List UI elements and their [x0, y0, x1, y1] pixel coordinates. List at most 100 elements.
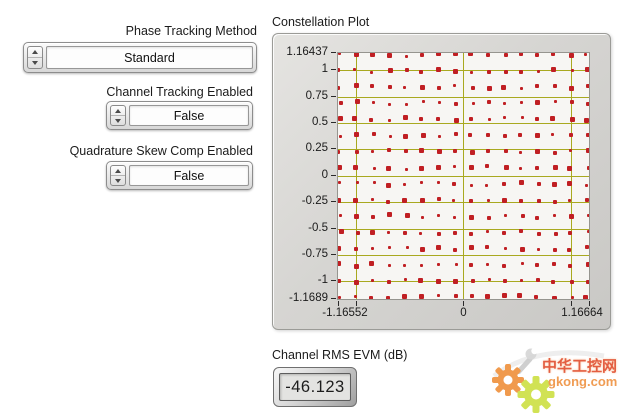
constellation-point: [372, 181, 376, 185]
constellation-point: [368, 261, 374, 267]
constellation-point: [552, 262, 557, 267]
constellation-point: [567, 166, 573, 172]
constellation-point: [536, 199, 541, 204]
constellation-point: [535, 148, 541, 154]
constellation-point: [418, 293, 424, 299]
constellation-point: [503, 116, 507, 120]
phase-tracking-method-value[interactable]: Standard: [46, 46, 253, 69]
increment-button[interactable]: [111, 106, 125, 116]
constellation-point: [354, 99, 360, 105]
constellation-point: [436, 86, 441, 91]
constellation-point: [436, 278, 442, 284]
constellation-point: [503, 246, 507, 250]
constellation-point: [371, 279, 375, 283]
channel-tracking-enabled-value[interactable]: False: [129, 105, 249, 126]
constellation-point: [520, 246, 525, 252]
constellation-point: [353, 197, 359, 203]
constellation-point: [388, 85, 393, 90]
constellation-point: [585, 132, 589, 137]
constellation-point: [403, 264, 406, 268]
constellation-point: [452, 68, 458, 74]
constellation-point: [518, 69, 523, 74]
constellation-point: [567, 248, 572, 253]
constellation-point: [552, 83, 557, 88]
constellation-point: [354, 246, 359, 251]
constellation-point: [552, 164, 558, 170]
constellation-point: [402, 183, 406, 186]
constellation-point: [437, 263, 441, 267]
phase-tracking-method-control[interactable]: Standard: [23, 42, 257, 73]
constellation-point: [338, 229, 344, 235]
constellation-point: [501, 182, 506, 187]
constellation-point: [453, 293, 458, 298]
constellation-point: [387, 212, 393, 218]
decrement-button[interactable]: [28, 58, 42, 68]
constellation-point: [403, 148, 408, 153]
constellation-point: [502, 197, 508, 203]
constellation-point: [519, 86, 523, 90]
constellation-point: [504, 214, 508, 218]
constellation-point: [339, 134, 342, 138]
y-axis-tick-label: 1.16437: [286, 46, 328, 58]
constellation-point: [469, 293, 474, 298]
constellation-point: [419, 165, 424, 171]
constellation-point: [404, 68, 409, 73]
constellation-point: [419, 70, 424, 74]
constellation-point: [568, 213, 574, 219]
up-arrow-icon: [115, 168, 121, 173]
constellation-point: [372, 101, 376, 105]
constellation-point: [353, 279, 359, 285]
constellation-point: [338, 86, 341, 91]
constellation-point: [521, 116, 525, 120]
channel-tracking-enabled-control[interactable]: False: [106, 101, 253, 130]
constellation-point: [420, 198, 426, 204]
constellation-point: [519, 151, 523, 155]
constellation-point: [405, 54, 408, 58]
decrement-button[interactable]: [111, 116, 125, 125]
constellation-point: [355, 231, 360, 236]
constellation-point: [487, 278, 491, 282]
constellation-point: [420, 263, 423, 267]
decrement-button[interactable]: [111, 176, 125, 185]
constellation-point: [386, 280, 391, 284]
constellation-point: [468, 231, 473, 236]
constellation-point: [370, 197, 374, 201]
constellation-point: [584, 53, 588, 56]
constellation-point: [402, 133, 408, 139]
constellation-point: [535, 277, 540, 282]
increment-button[interactable]: [111, 166, 125, 176]
constellation-point: [518, 180, 524, 186]
y-axis-tick-label: -0.25: [301, 195, 328, 208]
constellation-point: [569, 85, 575, 91]
constellation-point: [338, 67, 341, 72]
constellation-point: [470, 183, 474, 187]
constellation-point: [338, 181, 342, 184]
constellation-point: [354, 263, 360, 269]
constellation-plot-title: Constellation Plot: [272, 15, 370, 29]
constellation-point: [502, 231, 507, 236]
y-axis-tick: [331, 95, 336, 97]
constellation-point: [338, 165, 342, 171]
constellation-point: [435, 116, 440, 121]
constellation-point: [486, 85, 492, 91]
y-axis-tick: [331, 174, 336, 176]
increment-button[interactable]: [28, 47, 42, 58]
watermark-title: 中华工控网: [542, 358, 618, 375]
constellation-point: [534, 53, 539, 58]
constellation-point: [371, 132, 376, 137]
gear-icon: [492, 364, 524, 396]
gear-icon: [517, 376, 555, 413]
quadrature-skew-comp-enabled-value[interactable]: False: [129, 165, 249, 186]
y-axis-tick-label: -1: [317, 274, 328, 287]
y-axis-tick-label: 1: [321, 63, 328, 76]
constellation-point: [485, 263, 489, 267]
constellation-point: [569, 280, 574, 285]
constellation-point: [553, 199, 558, 204]
constellation-point: [438, 101, 442, 105]
constellation-point: [553, 247, 558, 252]
constellation-point: [485, 229, 489, 233]
constellation-point: [553, 214, 557, 218]
constellation-point: [339, 100, 344, 105]
constellation-point: [387, 68, 393, 74]
quadrature-skew-comp-enabled-control[interactable]: False: [106, 161, 253, 190]
